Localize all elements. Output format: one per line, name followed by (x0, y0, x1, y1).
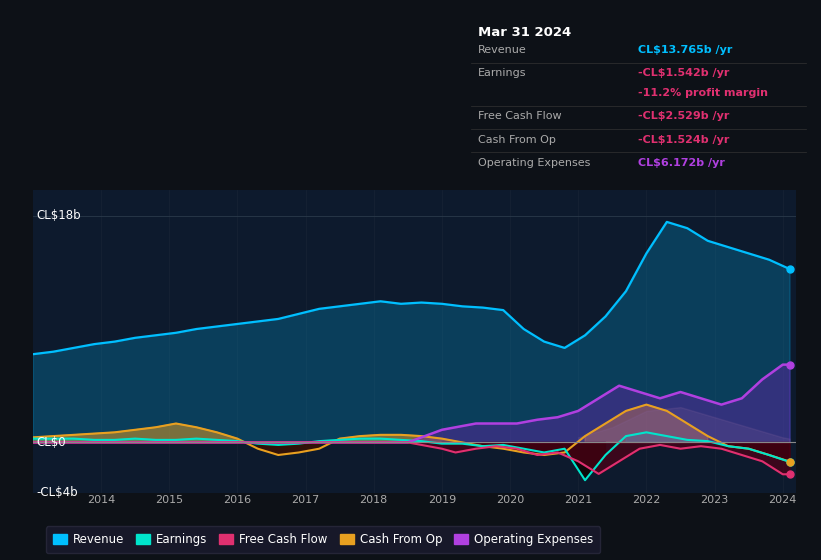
Text: CL$18b: CL$18b (36, 209, 81, 222)
Text: Revenue: Revenue (478, 45, 526, 55)
Text: -CL$1.542b /yr: -CL$1.542b /yr (639, 68, 730, 78)
Text: CL$0: CL$0 (36, 436, 66, 449)
Text: -CL$1.524b /yr: -CL$1.524b /yr (639, 134, 730, 144)
Text: 2015: 2015 (155, 495, 183, 505)
Text: 2018: 2018 (360, 495, 388, 505)
Text: 2016: 2016 (223, 495, 251, 505)
Text: -CL$4b: -CL$4b (36, 486, 78, 500)
Text: Mar 31 2024: Mar 31 2024 (478, 26, 571, 39)
Text: Free Cash Flow: Free Cash Flow (478, 111, 562, 122)
Text: -11.2% profit margin: -11.2% profit margin (639, 88, 768, 99)
Text: 2020: 2020 (496, 495, 524, 505)
Text: CL$6.172b /yr: CL$6.172b /yr (639, 158, 725, 167)
Text: Operating Expenses: Operating Expenses (478, 158, 590, 167)
Text: 2022: 2022 (632, 495, 661, 505)
Text: CL$13.765b /yr: CL$13.765b /yr (639, 45, 732, 55)
Text: 2021: 2021 (564, 495, 592, 505)
Text: 2019: 2019 (428, 495, 456, 505)
Text: 2023: 2023 (700, 495, 729, 505)
Text: 2014: 2014 (87, 495, 115, 505)
Legend: Revenue, Earnings, Free Cash Flow, Cash From Op, Operating Expenses: Revenue, Earnings, Free Cash Flow, Cash … (46, 526, 600, 553)
Text: Cash From Op: Cash From Op (478, 134, 556, 144)
Text: 2017: 2017 (291, 495, 319, 505)
Text: -CL$2.529b /yr: -CL$2.529b /yr (639, 111, 730, 122)
Text: 2024: 2024 (768, 495, 797, 505)
Text: Earnings: Earnings (478, 68, 526, 78)
